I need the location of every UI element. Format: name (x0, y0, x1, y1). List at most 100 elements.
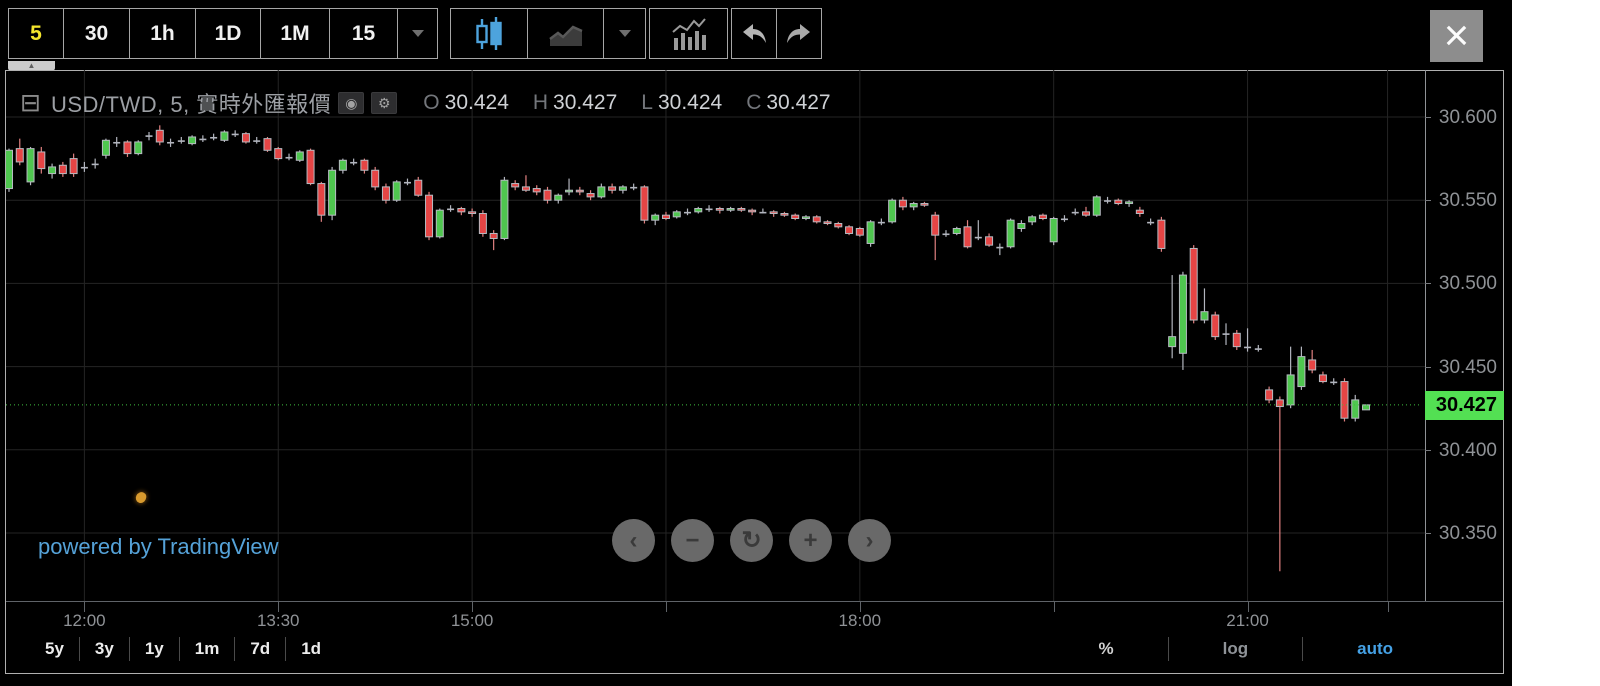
price-tick-label: 30.450 (1438, 356, 1497, 378)
legend-toggle-icon[interactable]: ◉ (338, 92, 365, 114)
interval-label: 1D (214, 21, 242, 45)
time-label: 18:00 (838, 611, 882, 630)
price-tick-label: 30.400 (1438, 439, 1497, 461)
chart-style-line-button[interactable] (527, 8, 604, 59)
legend-collapse-icon[interactable]: ⊟ (20, 89, 41, 117)
redo-button[interactable] (776, 8, 822, 59)
redo-curved-arrow-icon (786, 23, 812, 45)
interval-dropdown-button[interactable] (397, 8, 438, 59)
symbol-title[interactable]: USD/TWD, 5, 實時外匯報價 (50, 92, 332, 117)
chart-nav-controls: ‹ − ↻ + › (612, 519, 891, 562)
close-button[interactable]: × (1430, 10, 1483, 62)
zoom-out-button[interactable]: − (671, 519, 714, 562)
time-axis-separator (6, 601, 1503, 602)
interval-label: 5 (30, 21, 42, 45)
range-button-1y[interactable]: 1y (144, 639, 164, 658)
ohlc-letter: C (746, 91, 762, 114)
time-tick (84, 602, 86, 612)
time-tick (1247, 602, 1249, 612)
tradingview-widget: 5 30 1h 1D 1M 15 (0, 0, 1512, 686)
interval-button-1M[interactable]: 1M (260, 8, 330, 59)
reset-view-button[interactable]: ↻ (730, 519, 773, 562)
powered-by-link[interactable]: powered by TradingView (38, 534, 279, 559)
chart-style-dropdown-button[interactable] (603, 8, 646, 59)
candlestick-chart-icon (473, 16, 505, 51)
price-tick-label: 30.500 (1438, 273, 1497, 295)
divider (78, 637, 80, 661)
price-tick-dash (1425, 283, 1431, 285)
interval-button-1D[interactable]: 1D (195, 8, 261, 59)
divider (285, 637, 287, 661)
divider (128, 637, 130, 661)
range-button-3y[interactable]: 3y (94, 639, 114, 658)
time-tick (859, 602, 861, 612)
chevron-down-icon (411, 30, 424, 37)
divider (1302, 637, 1304, 661)
ohlc-value: 30.427 (553, 91, 618, 114)
undo-button[interactable] (731, 8, 777, 59)
interval-label: 1h (150, 21, 175, 45)
indicators-button-group (649, 8, 728, 59)
range-button-row: 5y 3y 1y 1m 7d 1d (30, 636, 336, 662)
zoom-out-icon: − (685, 526, 700, 554)
chevron-down-icon (618, 30, 631, 37)
zoom-in-button[interactable]: + (789, 519, 832, 562)
ohlc-pair: C 30.427 (746, 91, 830, 115)
chart-style-button-group (450, 8, 646, 59)
ohlc-pair: O 30.424 (423, 91, 509, 115)
history-button-group (731, 8, 822, 59)
chart-style-candles-button[interactable] (450, 8, 528, 59)
price-tick-label: 30.550 (1438, 190, 1497, 212)
time-tick (665, 602, 667, 612)
percent-scale-button[interactable]: % (1098, 639, 1114, 658)
time-label: 12:00 (63, 611, 106, 630)
time-label: 15:00 (450, 611, 494, 630)
range-button-5y[interactable]: 5y (45, 639, 64, 658)
reset-view-icon: ↻ (741, 527, 762, 554)
pan-right-icon: › (865, 526, 874, 554)
line-chart-icon (548, 21, 583, 47)
price-tick-dash (1425, 200, 1431, 202)
divider (234, 637, 236, 661)
pan-left-button[interactable]: ‹ (612, 519, 655, 562)
interval-button-5[interactable]: 5 (8, 8, 64, 59)
interval-label: 15 (351, 21, 376, 45)
pan-left-icon: ‹ (629, 526, 638, 554)
gear-icon[interactable]: ⚙ (371, 92, 398, 114)
price-tick-label: 30.350 (1438, 523, 1497, 544)
price-axis-separator (1425, 70, 1426, 601)
interval-label: 1M (280, 21, 310, 45)
interval-button-30[interactable]: 30 (63, 8, 130, 59)
auto-scale-button[interactable]: auto (1357, 639, 1393, 658)
time-tick (1053, 602, 1055, 612)
ohlc-readout: O 30.424 H 30.427 L 30.424 C 30.427 (423, 91, 854, 115)
pan-right-button[interactable]: › (848, 519, 891, 562)
ohlc-letter: O (423, 91, 440, 114)
chart-legend: ⊟ USD/TWD, 5, 實時外匯報價 ◉ ⚙ O 30.424 H 30.427 L… (20, 88, 855, 118)
range-button-1m[interactable]: 1m (194, 639, 220, 658)
interval-button-1h[interactable]: 1h (129, 8, 196, 59)
toolbar-collapse-tab[interactable]: ▲ (8, 61, 55, 71)
chevron-up-icon: ▲ (27, 61, 36, 70)
interval-button-15[interactable]: 15 (329, 8, 398, 59)
time-label: 21:00 (1226, 611, 1269, 630)
range-button-1d[interactable]: 1d (301, 639, 322, 658)
scale-button-row: % log auto (1084, 636, 1407, 662)
time-label: 13:30 (256, 611, 300, 630)
log-scale-button[interactable]: log (1222, 639, 1249, 658)
zoom-in-icon: + (803, 526, 818, 554)
ohlc-pair: H 30.427 (533, 91, 617, 115)
chart-frame (5, 70, 1504, 674)
ohlc-value: 30.424 (657, 91, 723, 114)
divider (178, 637, 180, 661)
time-tick (278, 602, 280, 612)
divider (1167, 637, 1169, 661)
price-tick-dash (1425, 366, 1431, 368)
ohlc-letter: L (641, 91, 653, 114)
undo-curved-arrow-icon (741, 23, 767, 45)
current-price-label: 30.427 (1425, 390, 1504, 420)
range-button-7d[interactable]: 7d (250, 639, 271, 658)
indicators-button[interactable] (649, 8, 728, 59)
candlestick-chart[interactable] (6, 70, 1425, 601)
ohlc-value: 30.427 (766, 91, 831, 114)
